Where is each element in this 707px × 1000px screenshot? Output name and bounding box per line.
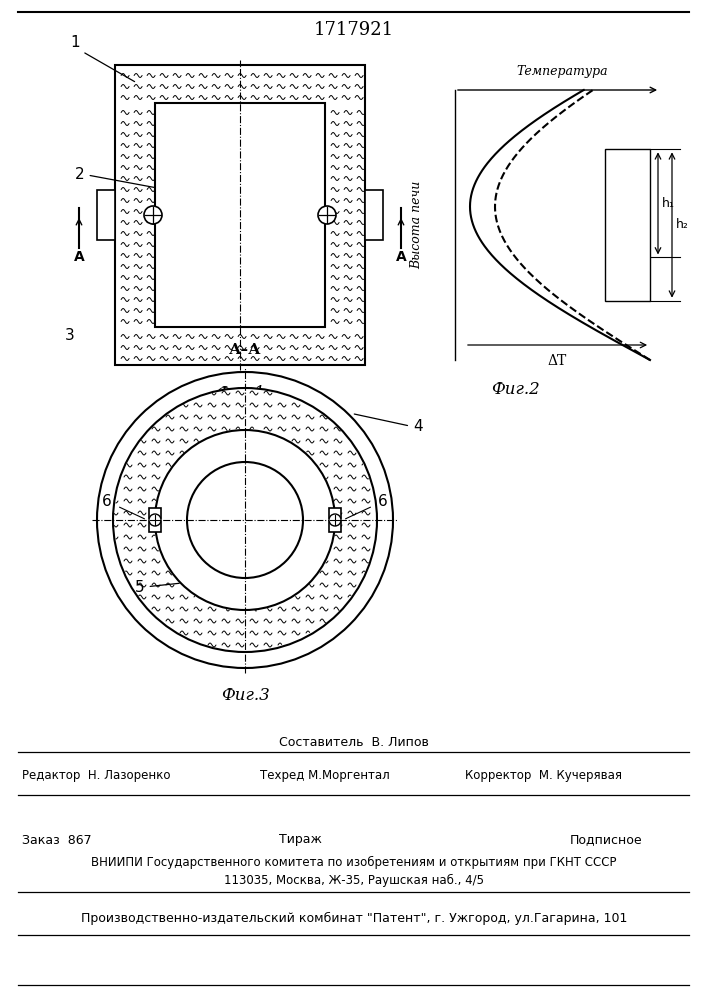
Text: h₂: h₂	[676, 219, 689, 232]
Text: 1: 1	[70, 35, 134, 82]
Text: Заказ  867: Заказ 867	[22, 834, 92, 846]
Text: Техред М.Моргентал: Техред М.Моргентал	[260, 768, 390, 782]
Bar	[149, 522, 161, 532]
Bar	[329, 508, 341, 518]
Circle shape	[149, 514, 161, 526]
Text: А: А	[74, 250, 84, 264]
Circle shape	[187, 462, 303, 578]
Text: Редактор  Н. Лазоренко: Редактор Н. Лазоренко	[22, 768, 170, 782]
Bar	[365, 190, 383, 240]
Circle shape	[97, 372, 393, 668]
Text: 4: 4	[354, 414, 423, 434]
Circle shape	[318, 206, 336, 224]
Circle shape	[155, 430, 335, 610]
Text: Высота печи: Высота печи	[411, 181, 423, 269]
Text: Корректор  М. Кучерявая: Корректор М. Кучерявая	[465, 768, 622, 782]
Bar	[97, 190, 115, 240]
Text: Подписное: Подписное	[570, 834, 643, 846]
Text: Производственно-издательский комбинат "Патент", г. Ужгород, ул.Гагарина, 101: Производственно-издательский комбинат "П…	[81, 911, 627, 925]
Circle shape	[144, 206, 162, 224]
Text: h₁: h₁	[662, 197, 675, 210]
Text: ВНИИПИ Государственного комитета по изобретениям и открытиям при ГКНТ СССР: ВНИИПИ Государственного комитета по изоб…	[91, 855, 617, 869]
Bar	[329, 522, 341, 532]
Bar	[149, 508, 161, 518]
Text: 1717921: 1717921	[314, 21, 394, 39]
Text: Фиг.2: Фиг.2	[491, 381, 539, 398]
Text: ΔT: ΔT	[548, 354, 567, 368]
Text: А: А	[396, 250, 407, 264]
Text: Температура: Температура	[517, 66, 608, 79]
Bar	[115, 65, 365, 365]
Text: 113035, Москва, Ж-35, Раушская наб., 4/5: 113035, Москва, Ж-35, Раушская наб., 4/5	[224, 873, 484, 887]
Circle shape	[329, 514, 341, 526]
Text: Фиг.1: Фиг.1	[216, 384, 264, 401]
Text: 3: 3	[65, 328, 75, 342]
Text: Составитель  В. Липов: Составитель В. Липов	[279, 736, 429, 748]
Text: 6: 6	[102, 494, 112, 510]
Text: 5: 5	[135, 580, 180, 595]
Bar	[605, 149, 650, 301]
Text: Фиг.3: Фиг.3	[221, 688, 269, 704]
Text: Тираж: Тираж	[279, 834, 322, 846]
Circle shape	[113, 388, 377, 652]
Text: 2: 2	[75, 167, 156, 188]
Bar	[155, 103, 325, 327]
Text: А–А: А–А	[229, 343, 262, 357]
Text: 6: 6	[378, 494, 388, 510]
